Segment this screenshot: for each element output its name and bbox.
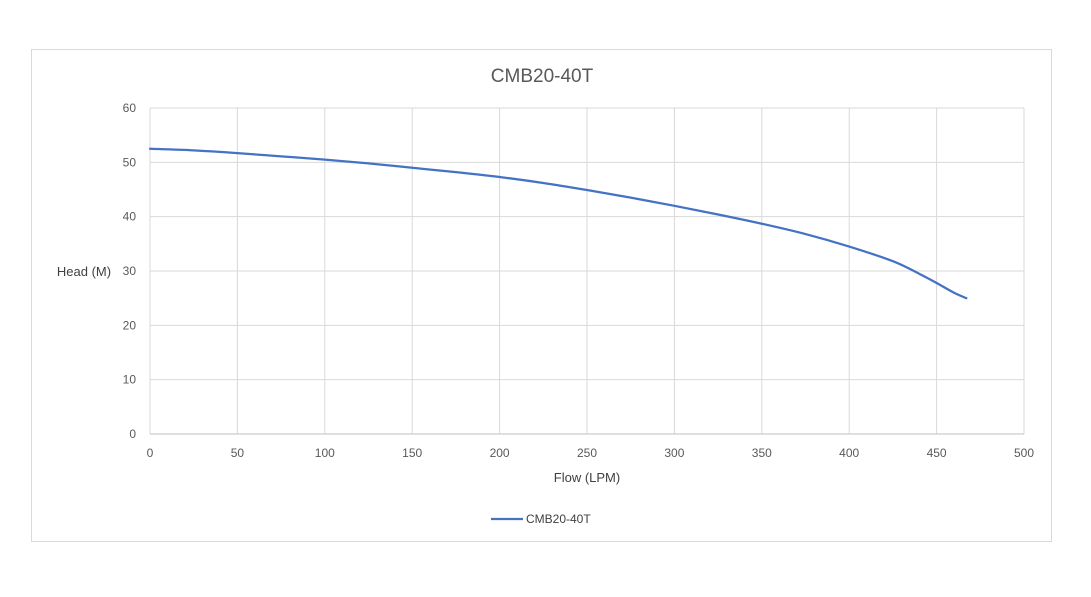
x-axis-label: Flow (LPM) [554, 470, 620, 485]
x-tick-label: 350 [752, 446, 772, 460]
x-tick-label: 300 [664, 446, 684, 460]
x-tick-label: 200 [490, 446, 510, 460]
series-layer [148, 147, 968, 300]
legend-label: CMB20-40T [526, 512, 591, 526]
y-axis-ticks: 0 10 20 30 40 50 60 [123, 101, 137, 441]
grid [149, 107, 1025, 434]
y-tick-label: 50 [123, 155, 137, 169]
x-tick-label: 50 [231, 446, 245, 460]
chart-frame [31, 49, 1052, 542]
x-tick-label: 150 [402, 446, 422, 460]
x-tick-label: 450 [927, 446, 947, 460]
legend: CMB20-40T [491, 512, 591, 526]
y-tick-label: 30 [123, 264, 137, 278]
x-axis-ticks: 0 50 100 150 200 250 300 350 400 450 500 [147, 446, 1035, 460]
x-tick-label: 400 [839, 446, 859, 460]
x-tick-label: 500 [1014, 446, 1034, 460]
y-tick-label: 10 [123, 373, 137, 387]
y-axis-label: Head (M) [57, 264, 111, 279]
chart-title: CMB20-40T [491, 66, 594, 87]
y-tick-label: 40 [123, 210, 137, 224]
x-tick-label: 250 [577, 446, 597, 460]
x-tick-label: 0 [147, 446, 154, 460]
y-tick-label: 20 [123, 318, 137, 332]
series-line [148, 147, 968, 300]
x-tick-label: 100 [315, 446, 335, 460]
y-tick-label: 60 [123, 101, 137, 115]
y-tick-label: 0 [129, 427, 136, 441]
